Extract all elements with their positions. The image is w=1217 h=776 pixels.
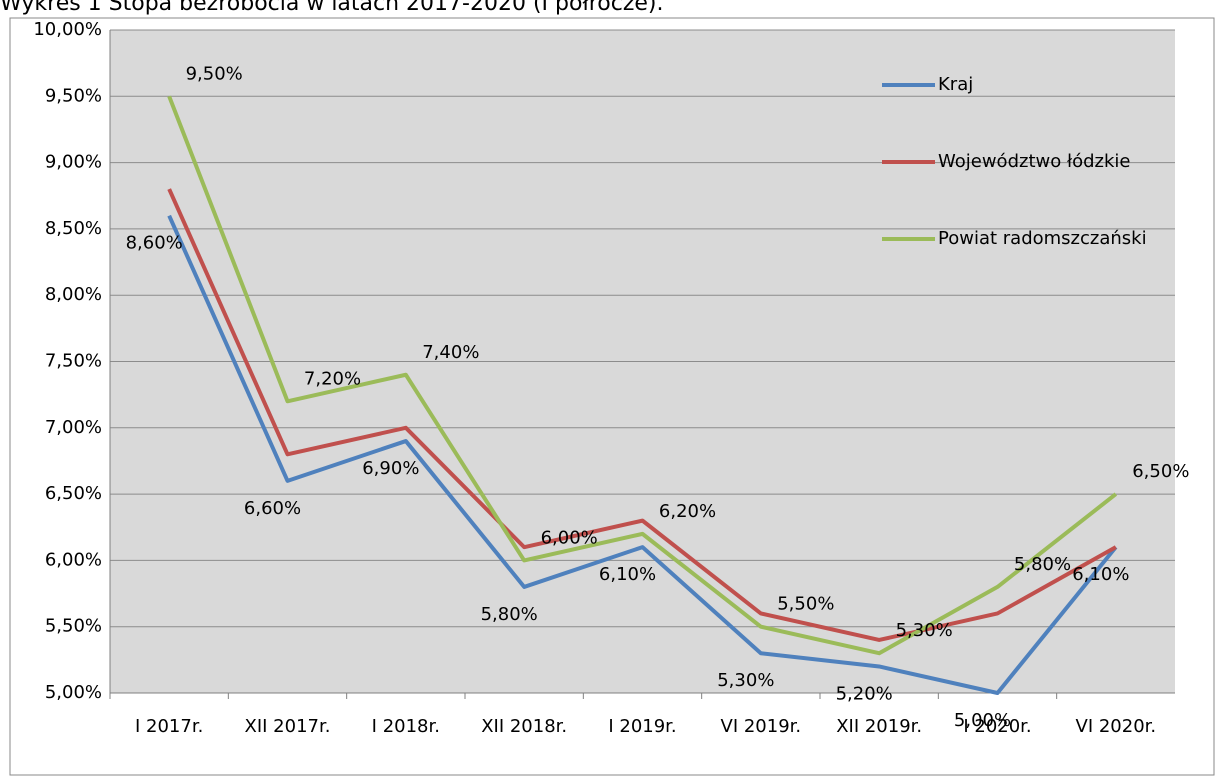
series-line [167, 188, 1117, 642]
x-tick-label: VI 2019r. [721, 716, 802, 737]
y-tick-label: 7,00% [45, 417, 102, 438]
data-label: 6,10% [1072, 564, 1129, 585]
data-label: 7,40% [422, 342, 479, 363]
data-label: 8,60% [126, 233, 183, 254]
y-tick-label: 8,00% [45, 284, 102, 305]
x-tick-label: XII 2017r. [245, 716, 331, 737]
data-label: 5,00% [954, 710, 1011, 731]
data-label: 5,80% [481, 604, 538, 625]
data-label: 7,20% [304, 368, 361, 389]
data-label: 9,50% [186, 63, 243, 84]
data-label: 5,30% [896, 620, 953, 641]
y-tick-label: 9,50% [45, 85, 102, 106]
y-tick-label: 7,50% [45, 351, 102, 372]
chart-title: Wykres 1 Stopa bezrobocia w latach 2017-… [0, 0, 663, 16]
series-line [167, 214, 1118, 695]
legend-label: Kraj [938, 74, 973, 95]
data-label: 5,50% [777, 594, 834, 615]
x-tick-label: I 2019r. [608, 716, 676, 737]
legend-label: Województwo łódzkie [938, 151, 1130, 172]
x-tick-label: VI 2020r. [1076, 716, 1157, 737]
data-label: 5,20% [836, 683, 893, 704]
data-label: 6,10% [599, 564, 656, 585]
x-tick-label: I 2017r. [135, 716, 203, 737]
y-tick-label: 6,50% [45, 483, 102, 504]
y-tick-label: 8,50% [45, 218, 102, 239]
data-label: 6,00% [541, 527, 598, 548]
data-label: 6,20% [659, 501, 716, 522]
x-tick-label: I 2020r. [963, 716, 1031, 737]
y-tick-label: 10,00% [33, 19, 102, 40]
x-tick-label: XII 2018r. [481, 716, 567, 737]
data-label: 6,60% [244, 498, 301, 519]
y-tick-label: 9,00% [45, 152, 102, 173]
data-label: 5,30% [717, 670, 774, 691]
data-label: 6,90% [362, 458, 419, 479]
series-line [167, 95, 1118, 656]
x-tick-label: XII 2019r. [836, 716, 922, 737]
data-label: 6,50% [1132, 461, 1189, 482]
y-tick-label: 5,50% [45, 616, 102, 637]
legend-label: Powiat radomszczański [938, 228, 1147, 249]
y-tick-label: 6,00% [45, 549, 102, 570]
data-label: 5,80% [1014, 554, 1071, 575]
x-tick-label: I 2018r. [372, 716, 440, 737]
y-tick-label: 5,00% [45, 682, 102, 703]
